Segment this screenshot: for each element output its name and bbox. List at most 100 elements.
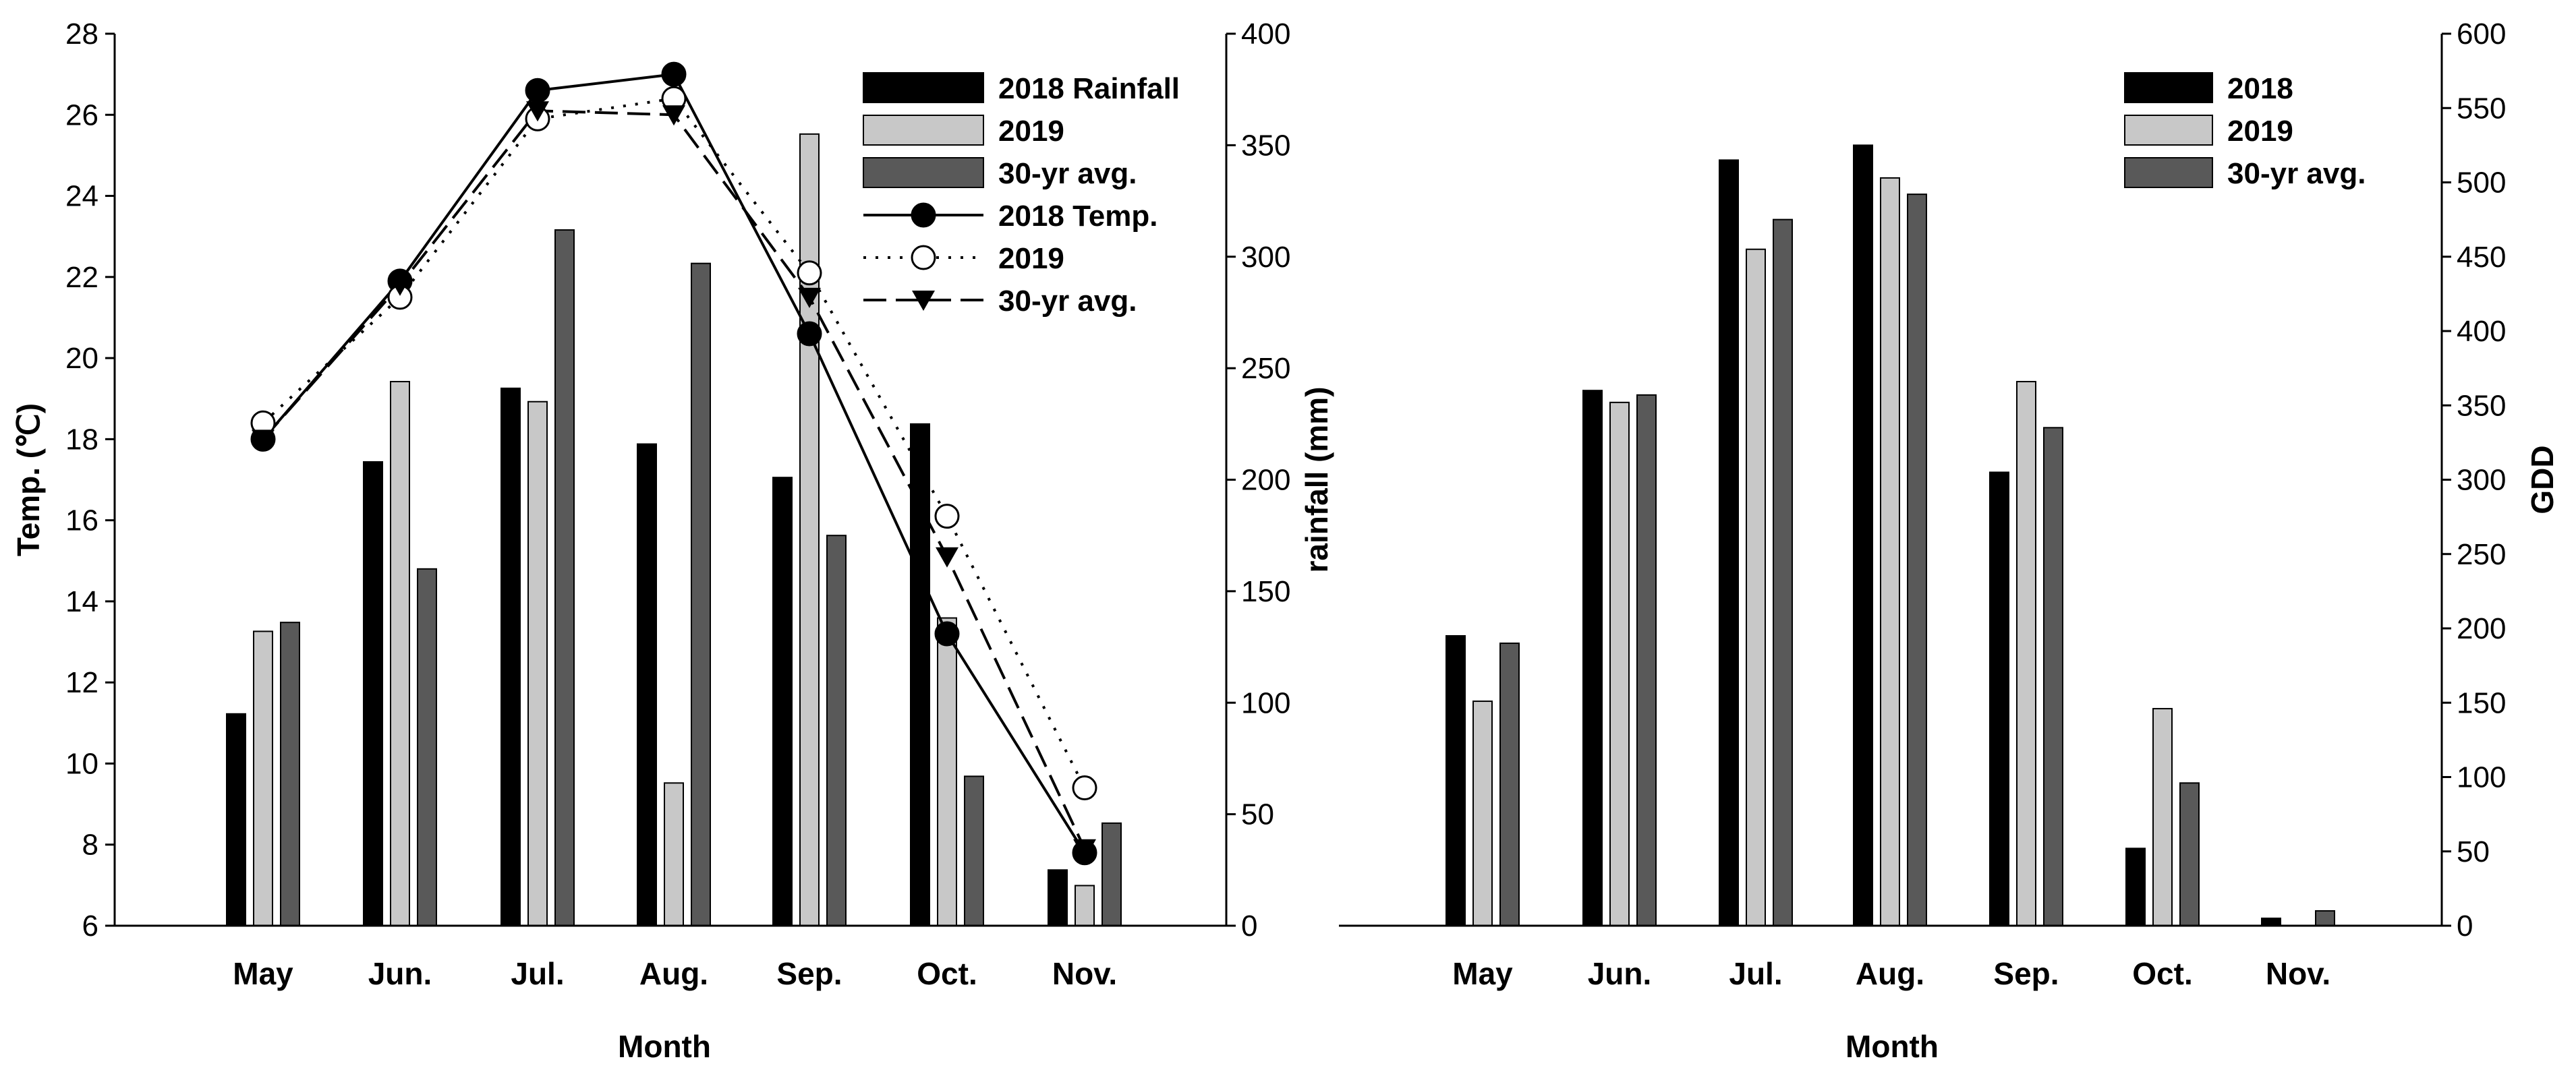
gdd-legend-swatch-2018 bbox=[2124, 72, 2213, 103]
x-tick-label-jun: Jun. bbox=[368, 956, 432, 991]
y-left-tick-label: 10 bbox=[65, 747, 98, 780]
right-chart-gdd: 0 50 100 150 200 250 300 350 400 450 500 550 600 May J… bbox=[1339, 18, 2560, 1064]
gdd-x-tick-label-oct: Oct. bbox=[2132, 956, 2192, 991]
y-left-tick-label: 26 bbox=[65, 98, 98, 131]
gdd-y-tick-label: 450 bbox=[2457, 241, 2506, 274]
legend-label-line-2019: 2019 bbox=[998, 242, 1064, 275]
gdd-legend-label-2018: 2018 bbox=[2227, 72, 2293, 105]
y-right-tick-label: 250 bbox=[1241, 352, 1290, 385]
legend-swatch-30-yr-avg bbox=[863, 157, 984, 188]
gdd-legend-label-30-yr-avg: 30-yr avg. bbox=[2227, 157, 2366, 190]
gdd-x-tick-label-sep: Sep. bbox=[1993, 956, 2059, 991]
bar-2018-rainfall-nov bbox=[1048, 869, 1068, 926]
bar-30-yr-avg-sep bbox=[826, 535, 847, 926]
y-left-tick-label: 8 bbox=[82, 829, 98, 862]
bar-30-yr-avg-jul bbox=[554, 229, 575, 926]
y-left-tick-label: 14 bbox=[65, 585, 98, 618]
gdd-bar-2019-sep bbox=[2016, 380, 2036, 926]
bar-2018-rainfall-may bbox=[226, 713, 246, 926]
bar-2019-nov bbox=[1075, 885, 1095, 926]
marker-2019-oct bbox=[934, 504, 960, 529]
gdd-bar-30-yr-avg-jul bbox=[1773, 218, 1793, 926]
gdd-bar-2019-jul bbox=[1746, 248, 1766, 927]
bar-2018-rainfall-jul bbox=[500, 387, 521, 926]
line-2018-temp bbox=[262, 72, 1086, 854]
legend-label-2018-rainfall: 2018 Rainfall bbox=[998, 72, 1180, 105]
marker-30-yr-avg-nov bbox=[1073, 839, 1096, 860]
marker-2018-temp-oct bbox=[934, 621, 960, 647]
x-tick-label-sep: Sep. bbox=[776, 956, 842, 991]
bar-30-yr-avg-nov bbox=[1101, 822, 1122, 926]
gdd-bar-30-yr-avg-sep bbox=[2043, 427, 2063, 926]
x-tick-label-oct: Oct. bbox=[917, 956, 977, 991]
y-right-axis-title: rainfall (mm) bbox=[1299, 386, 1334, 572]
marker-30-yr-avg-may bbox=[252, 429, 275, 450]
legend-swatch-2018-rainfall bbox=[863, 72, 984, 103]
x-tick-label-nov: Nov. bbox=[1052, 956, 1117, 991]
marker-30-yr-avg-jun bbox=[389, 275, 411, 296]
y-right-tick-label: 0 bbox=[1241, 910, 1257, 943]
gdd-y-tick-label: 50 bbox=[2457, 835, 2490, 868]
marker-2018-temp-jul bbox=[525, 78, 550, 103]
gdd-bar-30-yr-avg-nov bbox=[2315, 910, 2335, 926]
y-left-tick-label: 22 bbox=[65, 261, 98, 294]
bar-2019-jul bbox=[527, 400, 548, 926]
gdd-y-tick-label: 400 bbox=[2457, 315, 2506, 348]
gdd-x-tick-label-may: May bbox=[1452, 956, 1513, 991]
bar-2019-sep bbox=[799, 133, 820, 926]
gdd-bar-30-yr-avg-jun bbox=[1636, 394, 1657, 926]
marker-2019-nov bbox=[1072, 775, 1097, 801]
line-2019 bbox=[262, 97, 1086, 789]
y-right-tick-label: 400 bbox=[1241, 18, 1290, 51]
y-right-tick-label: 100 bbox=[1241, 686, 1290, 719]
legend-marker-30-yr-avg bbox=[912, 291, 935, 311]
y-left-tick-label: 20 bbox=[65, 342, 98, 375]
y-left-tick-label: 16 bbox=[65, 504, 98, 537]
y-right-tick-label: 300 bbox=[1241, 241, 1290, 274]
y-right-tick-label: 150 bbox=[1241, 575, 1290, 608]
gdd-y-tick-label: 350 bbox=[2457, 389, 2506, 422]
gdd-x-tick-label-jul: Jul. bbox=[1729, 956, 1782, 991]
gdd-x-tick-label-nov: Nov. bbox=[2266, 956, 2330, 991]
gdd-bar-2018-sep bbox=[1989, 471, 2009, 926]
gdd-bar-2019-jun bbox=[1609, 401, 1630, 926]
gdd-bar-2018-may bbox=[1446, 635, 1466, 927]
gdd-bar-2018-oct bbox=[2125, 848, 2146, 926]
gdd-y-tick-label: 600 bbox=[2457, 18, 2506, 51]
gdd-y-tick-label: 200 bbox=[2457, 612, 2506, 645]
gdd-x-axis-title: Month bbox=[1845, 1029, 1939, 1064]
legend-label-2019: 2019 bbox=[998, 115, 1064, 148]
bar-2018-rainfall-sep bbox=[772, 477, 793, 926]
bar-30-yr-avg-oct bbox=[964, 775, 984, 926]
y-left-tick-label: 6 bbox=[82, 910, 98, 943]
bar-2018-rainfall-aug bbox=[637, 443, 657, 926]
y-left-tick-label: 28 bbox=[65, 18, 98, 51]
x-tick-label-may: May bbox=[233, 956, 293, 991]
bar-2018-rainfall-oct bbox=[910, 423, 930, 926]
marker-30-yr-avg-aug bbox=[662, 105, 685, 126]
bar-2018-rainfall-jun bbox=[363, 461, 383, 926]
x-axis-title: Month bbox=[618, 1029, 711, 1064]
line-30-yr-avg bbox=[262, 109, 1086, 850]
gdd-x-tick-label-aug: Aug. bbox=[1856, 956, 1924, 991]
gdd-y-tick-label: 0 bbox=[2457, 910, 2473, 943]
gdd-x-tick-label-jun: Jun. bbox=[1588, 956, 1652, 991]
gdd-legend-swatch-30-yr-avg bbox=[2124, 157, 2213, 188]
bar-2019-jun bbox=[390, 380, 410, 926]
legend-right: 2018 2019 30-yr avg. bbox=[2124, 72, 2366, 190]
gdd-y-tick-label: 550 bbox=[2457, 92, 2506, 125]
bar-30-yr-avg-may bbox=[280, 622, 300, 926]
bar-2019-oct bbox=[937, 617, 957, 926]
y-left-axis-title: Temp. (℃) bbox=[11, 403, 46, 556]
bar-30-yr-avg-jun bbox=[417, 568, 437, 926]
gdd-y-axis-title: GDD bbox=[2525, 445, 2560, 514]
gdd-bar-2018-aug bbox=[1853, 144, 1873, 926]
y-left-tick-label: 12 bbox=[65, 666, 98, 699]
y-right-tick-label: 350 bbox=[1241, 129, 1290, 162]
gdd-y-tick-label: 150 bbox=[2457, 686, 2506, 719]
gdd-legend-label-2019: 2019 bbox=[2227, 115, 2293, 148]
marker-2018-temp-aug bbox=[661, 61, 687, 87]
legend-label-line-30-yr-avg: 30-yr avg. bbox=[998, 285, 1137, 318]
gdd-bar-30-yr-avg-may bbox=[1499, 643, 1520, 926]
